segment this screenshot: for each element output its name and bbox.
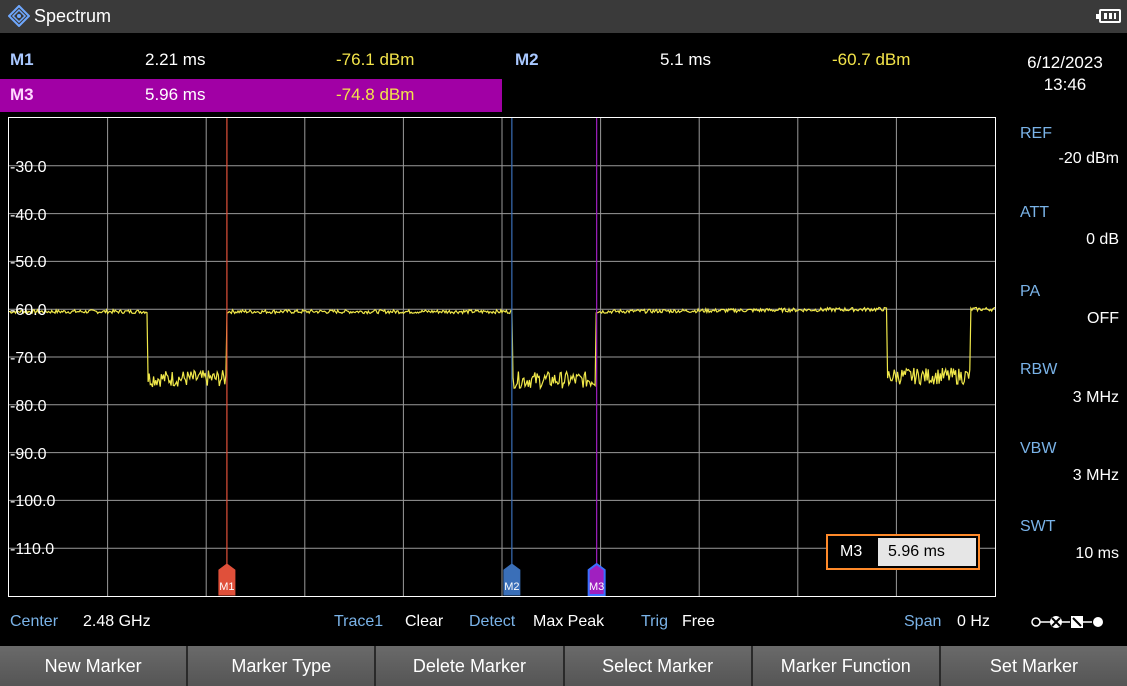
center-value[interactable]: 2.48 GHz [83, 613, 151, 630]
marker-readout[interactable]: M3 5.96 ms [826, 534, 980, 570]
marker-flag-m1[interactable]: M1 [218, 563, 236, 596]
swt-value[interactable]: 10 ms [1075, 545, 1119, 562]
m3-x-value: 5.96 ms [145, 85, 206, 104]
marker-flag-label: M1 [219, 581, 234, 593]
y-tick-label: -100.0 [10, 493, 56, 511]
att-value[interactable]: 0 dB [1086, 231, 1119, 248]
m2-y-value: -60.7 dBm [832, 50, 911, 69]
rbw-label: RBW [1020, 361, 1058, 378]
att-label: ATT [1020, 204, 1050, 221]
trace-label: Trace1 [334, 613, 384, 630]
pa-value[interactable]: OFF [1087, 310, 1119, 327]
trig-value[interactable]: Free [682, 613, 715, 630]
softkey-marker-type[interactable]: Marker Type [188, 646, 377, 686]
m1-y-value: -76.1 dBm [336, 50, 415, 69]
trig-label: Trig [641, 613, 668, 630]
y-tick-label: -30.0 [10, 158, 47, 176]
marker-flag-m2[interactable]: M2 [503, 563, 521, 596]
softkey-select-marker[interactable]: Select Marker [564, 646, 753, 686]
softkey-set-marker[interactable]: Set Marker [940, 646, 1127, 686]
softkey-bar: New Marker Marker Type Delete Marker Sel… [0, 646, 1127, 686]
softkey-delete-marker[interactable]: Delete Marker [376, 646, 565, 686]
m2-x-value: 5.1 ms [660, 50, 712, 69]
marker-flag-label: M2 [504, 581, 519, 593]
time: 13:46 [1043, 75, 1087, 94]
span-label: Span [904, 613, 942, 630]
detect-label: Detect [469, 613, 516, 630]
title-bar: Spectrum [0, 0, 1127, 33]
marker-row-m3[interactable]: M3 5.96 ms -74.8 dBm [0, 79, 502, 112]
y-tick-label: -110.0 [10, 541, 55, 559]
marker-flag-label: M3 [589, 581, 604, 593]
rbw-value[interactable]: 3 MHz [1072, 389, 1119, 406]
trace-value[interactable]: Clear [405, 613, 444, 630]
m1-x-value: 2.21 ms [145, 50, 206, 69]
center-label: Center [10, 613, 59, 630]
y-tick-label: -70.0 [10, 350, 47, 367]
date: 6/12/2023 [1027, 53, 1103, 72]
connection-status-icon [1031, 616, 1103, 628]
y-tick-label: -90.0 [10, 445, 47, 463]
m3-label: M3 [10, 85, 34, 104]
marker-flag-m3[interactable]: M3 [587, 562, 606, 596]
y-tick-label: -50.0 [10, 254, 47, 272]
softkey-new-marker[interactable]: New Marker [0, 646, 189, 686]
ref-value[interactable]: -20 dBm [1058, 150, 1119, 167]
spectrum-plot[interactable]: M1 M2 M3 [8, 117, 996, 597]
detect-value[interactable]: Max Peak [533, 613, 605, 630]
m2-label: M2 [515, 50, 539, 69]
swt-label: SWT [1020, 518, 1056, 535]
marker-row-m1-m2: M1 2.21 ms -76.1 dBm M2 5.1 ms -60.7 dBm [0, 44, 1000, 77]
date-time: 6/12/2023 13:46 [1015, 52, 1115, 96]
vbw-value[interactable]: 3 MHz [1072, 467, 1119, 484]
m1-label: M1 [10, 50, 34, 69]
status-bar: Center 2.48 GHz Trace1 Clear Detect Max … [0, 602, 1127, 642]
trace-chart: M1 M2 M3 [9, 118, 995, 596]
pa-label: PA [1020, 283, 1041, 300]
y-tick-label: -80.0 [10, 397, 47, 415]
app-logo-icon [8, 5, 30, 27]
battery-icon [1096, 9, 1121, 23]
m3-y-value: -74.8 dBm [336, 85, 415, 104]
readout-value[interactable]: 5.96 ms [878, 538, 976, 566]
trace-line [9, 306, 995, 391]
ref-label: REF [1020, 125, 1052, 142]
softkey-marker-function[interactable]: Marker Function [752, 646, 941, 686]
y-tick-label: -40.0 [10, 206, 47, 224]
readout-label: M3 [840, 543, 863, 560]
app-title: Spectrum [34, 6, 112, 26]
span-value[interactable]: 0 Hz [957, 613, 990, 630]
vbw-label: VBW [1020, 440, 1057, 457]
y-tick-label: -60.0 [10, 302, 47, 320]
